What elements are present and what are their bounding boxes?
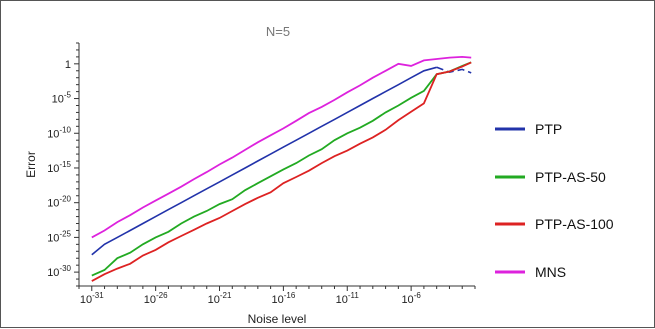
- series-line-ptp-as-50: [91, 61, 472, 277]
- y-tick-label: 10-30: [47, 264, 71, 279]
- y-tick-label: 10-5: [52, 91, 72, 106]
- series-line-ptp: [91, 66, 437, 256]
- legend-label-ptp-as-50: PTP-AS-50: [535, 169, 606, 185]
- legend-label-mns: MNS: [535, 264, 566, 280]
- series-line-ptp-as-100: [91, 61, 472, 282]
- x-tick-label: 10-26: [144, 291, 168, 306]
- y-tick-label: 10-20: [47, 195, 71, 210]
- y-tick-label: 10-10: [47, 125, 71, 140]
- legend-label-ptp-as-100: PTP-AS-100: [535, 216, 614, 232]
- series-line-ptp-tail: [436, 66, 472, 74]
- y-tick-label: 10-15: [47, 160, 71, 175]
- x-tick-label: 10-6: [401, 291, 421, 306]
- x-axis-label: Noise level: [248, 312, 307, 326]
- chart-title: N=5: [266, 24, 290, 39]
- x-tick-label: 10-31: [80, 291, 104, 306]
- series-line-mns: [91, 55, 472, 239]
- y-tick-label: 10-25: [47, 229, 71, 244]
- y-axis-label: Error: [24, 151, 38, 178]
- y-tick-label: 1: [65, 59, 71, 71]
- x-tick-label: 10-21: [208, 291, 232, 306]
- x-tick-label: 10-16: [271, 291, 295, 306]
- legend-label-ptp: PTP: [535, 121, 562, 137]
- x-tick-label: 10-11: [336, 291, 360, 306]
